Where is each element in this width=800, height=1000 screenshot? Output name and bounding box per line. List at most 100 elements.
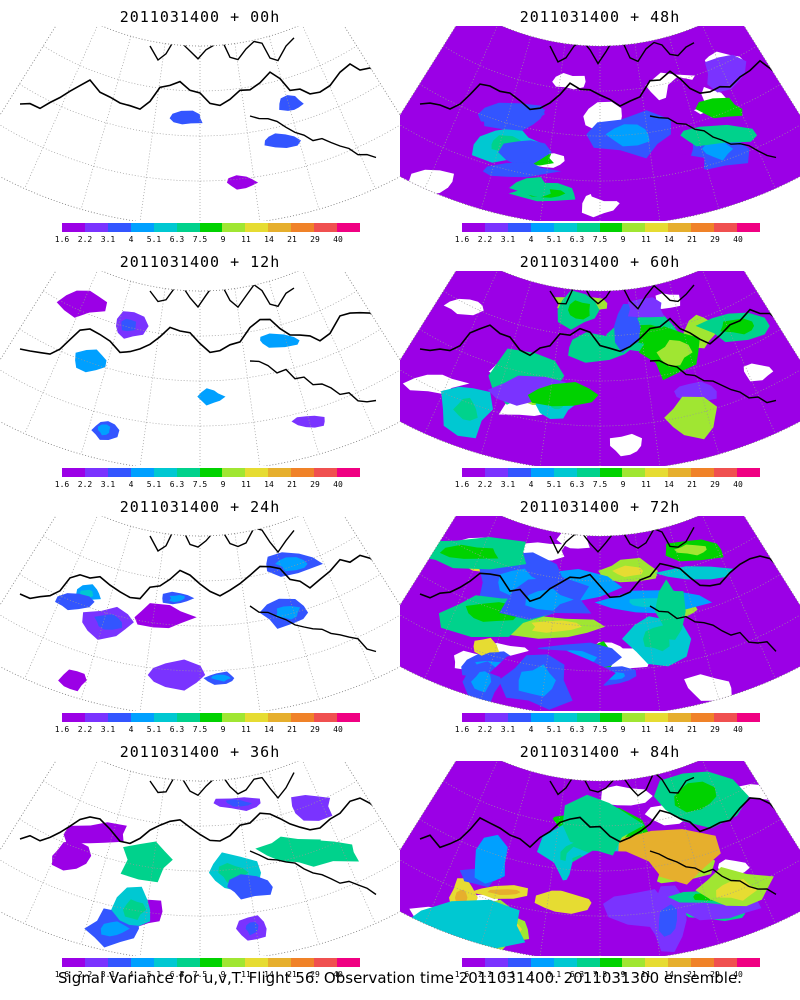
color-scale-tick-label: 3.1 [500,480,516,489]
coastline [19,311,381,355]
variance-contour [147,659,206,691]
color-swatch [314,223,338,232]
color-swatch [691,223,715,232]
map-panel: 2011031400 + 24h 1.6 2.2 3.1 4 5.1 6.3 7.5 9 11 14… [0,490,400,735]
variance-contour [245,922,259,936]
variance-contour [568,300,590,320]
color-swatch [484,958,508,967]
color-scale-tick-label: 4 [128,970,134,979]
longitude-line [539,778,566,956]
panel-title: 2011031400 + 12h [119,253,281,271]
color-swatch [130,468,154,477]
color-swatch [645,713,669,722]
variance-contour [487,889,521,895]
variance-contour [291,795,333,821]
color-swatch [268,713,292,722]
color-swatch [645,468,669,477]
color-scale-tick-label: 2.2 [477,970,493,979]
variance-contour [439,544,499,559]
color-scale-tick-label: 14 [264,235,274,244]
latitude-line [19,573,381,627]
variance-contour [177,114,195,123]
color-swatch [176,223,200,232]
color-swatch [462,468,485,477]
color-swatch [622,713,646,722]
color-scale-tick-label: 3.1 [500,970,516,979]
variance-contour [720,318,755,335]
coastline [249,115,377,159]
color-swatch [576,713,600,722]
variance-contour [562,794,645,856]
color-swatch [462,713,485,722]
variance-contour [94,614,122,630]
variance-contour [210,674,232,682]
color-scale-tick-label: 40 [733,725,743,734]
color-scale-tick-label: 11 [641,725,651,734]
color-scale-tick-label: 21 [687,480,697,489]
color-scale-tick-label: 29 [310,970,320,979]
variance-contour [664,76,707,111]
color-swatch [107,958,131,967]
color-scale-tick-label: 29 [710,235,720,244]
color-scale-tick-label: 4 [528,725,534,734]
polar-stereographic-map [400,516,800,711]
color-swatch [599,713,623,722]
color-swatch [222,958,246,967]
color-swatch [245,468,269,477]
color-swatch [645,958,669,967]
polar-stereographic-map [400,761,800,956]
color-swatch [714,958,738,967]
coastline [19,554,381,600]
latitude-line [400,611,800,672]
longitude-line [701,26,776,189]
color-scale-tick-label: 1.6 [454,480,470,489]
color-scale-tick-label: 29 [310,725,320,734]
color-scale-tick-label: 29 [310,235,320,244]
longitude-line [634,778,661,956]
color-swatch [314,713,338,722]
longitude-line [24,26,99,189]
polar-stereographic-map [0,516,400,711]
coastline [249,605,377,653]
color-scale-tick-label: 1.6 [54,480,70,489]
variance-contour [218,863,249,883]
variance-contour [674,781,717,813]
color-scale-tick-label: 6.3 [169,480,185,489]
color-scale-tick-label: 14 [664,970,674,979]
coastline [149,527,295,554]
variance-contour [56,290,108,318]
field-gap [609,433,642,457]
longitude-line [139,778,166,956]
variance-contour [527,382,599,407]
field-gap [684,674,732,701]
color-scale-tick-label: 11 [241,970,251,979]
color-swatch [314,958,338,967]
color-swatch [668,468,692,477]
coastline [149,772,295,800]
color-scale-tick-label: 7.5 [192,235,208,244]
color-swatch [714,223,738,232]
color-scale-tick-label: 14 [264,725,274,734]
color-scale-bar [62,713,360,722]
color-scale-tick-label: 9 [220,970,226,979]
color-swatch [245,713,269,722]
panel-title: 2011031400 + 60h [519,253,681,271]
color-scale-tick-label: 40 [333,480,343,489]
color-scale-tick-label: 9 [620,970,626,979]
panel-title: 2011031400 + 24h [119,498,281,516]
longitude-line [480,36,532,210]
color-scale-tick-label: 5.1 [546,970,562,979]
color-scale-tick-label: 5.1 [546,480,562,489]
color-scale-tick-label: 7.5 [592,970,608,979]
color-scale-tick-label: 29 [710,970,720,979]
map-panel: 2011031400 + 84h 1.6 2.2 3.1 4 5.1 6.3 7.5 9 11 14… [400,735,800,980]
coastline [419,308,781,357]
color-scale-tick-label: 40 [733,235,743,244]
variance-contour [275,557,308,572]
color-scale-ticks: 1.6 2.2 3.1 4 5.1 6.3 7.5 9 11 14 21 29 40 [445,970,775,980]
color-scale-tick-label: 40 [733,480,743,489]
longitude-line [301,271,376,434]
field-gap [402,374,470,395]
panel-title: 2011031400 + 00h [119,8,281,26]
color-swatch [176,958,200,967]
